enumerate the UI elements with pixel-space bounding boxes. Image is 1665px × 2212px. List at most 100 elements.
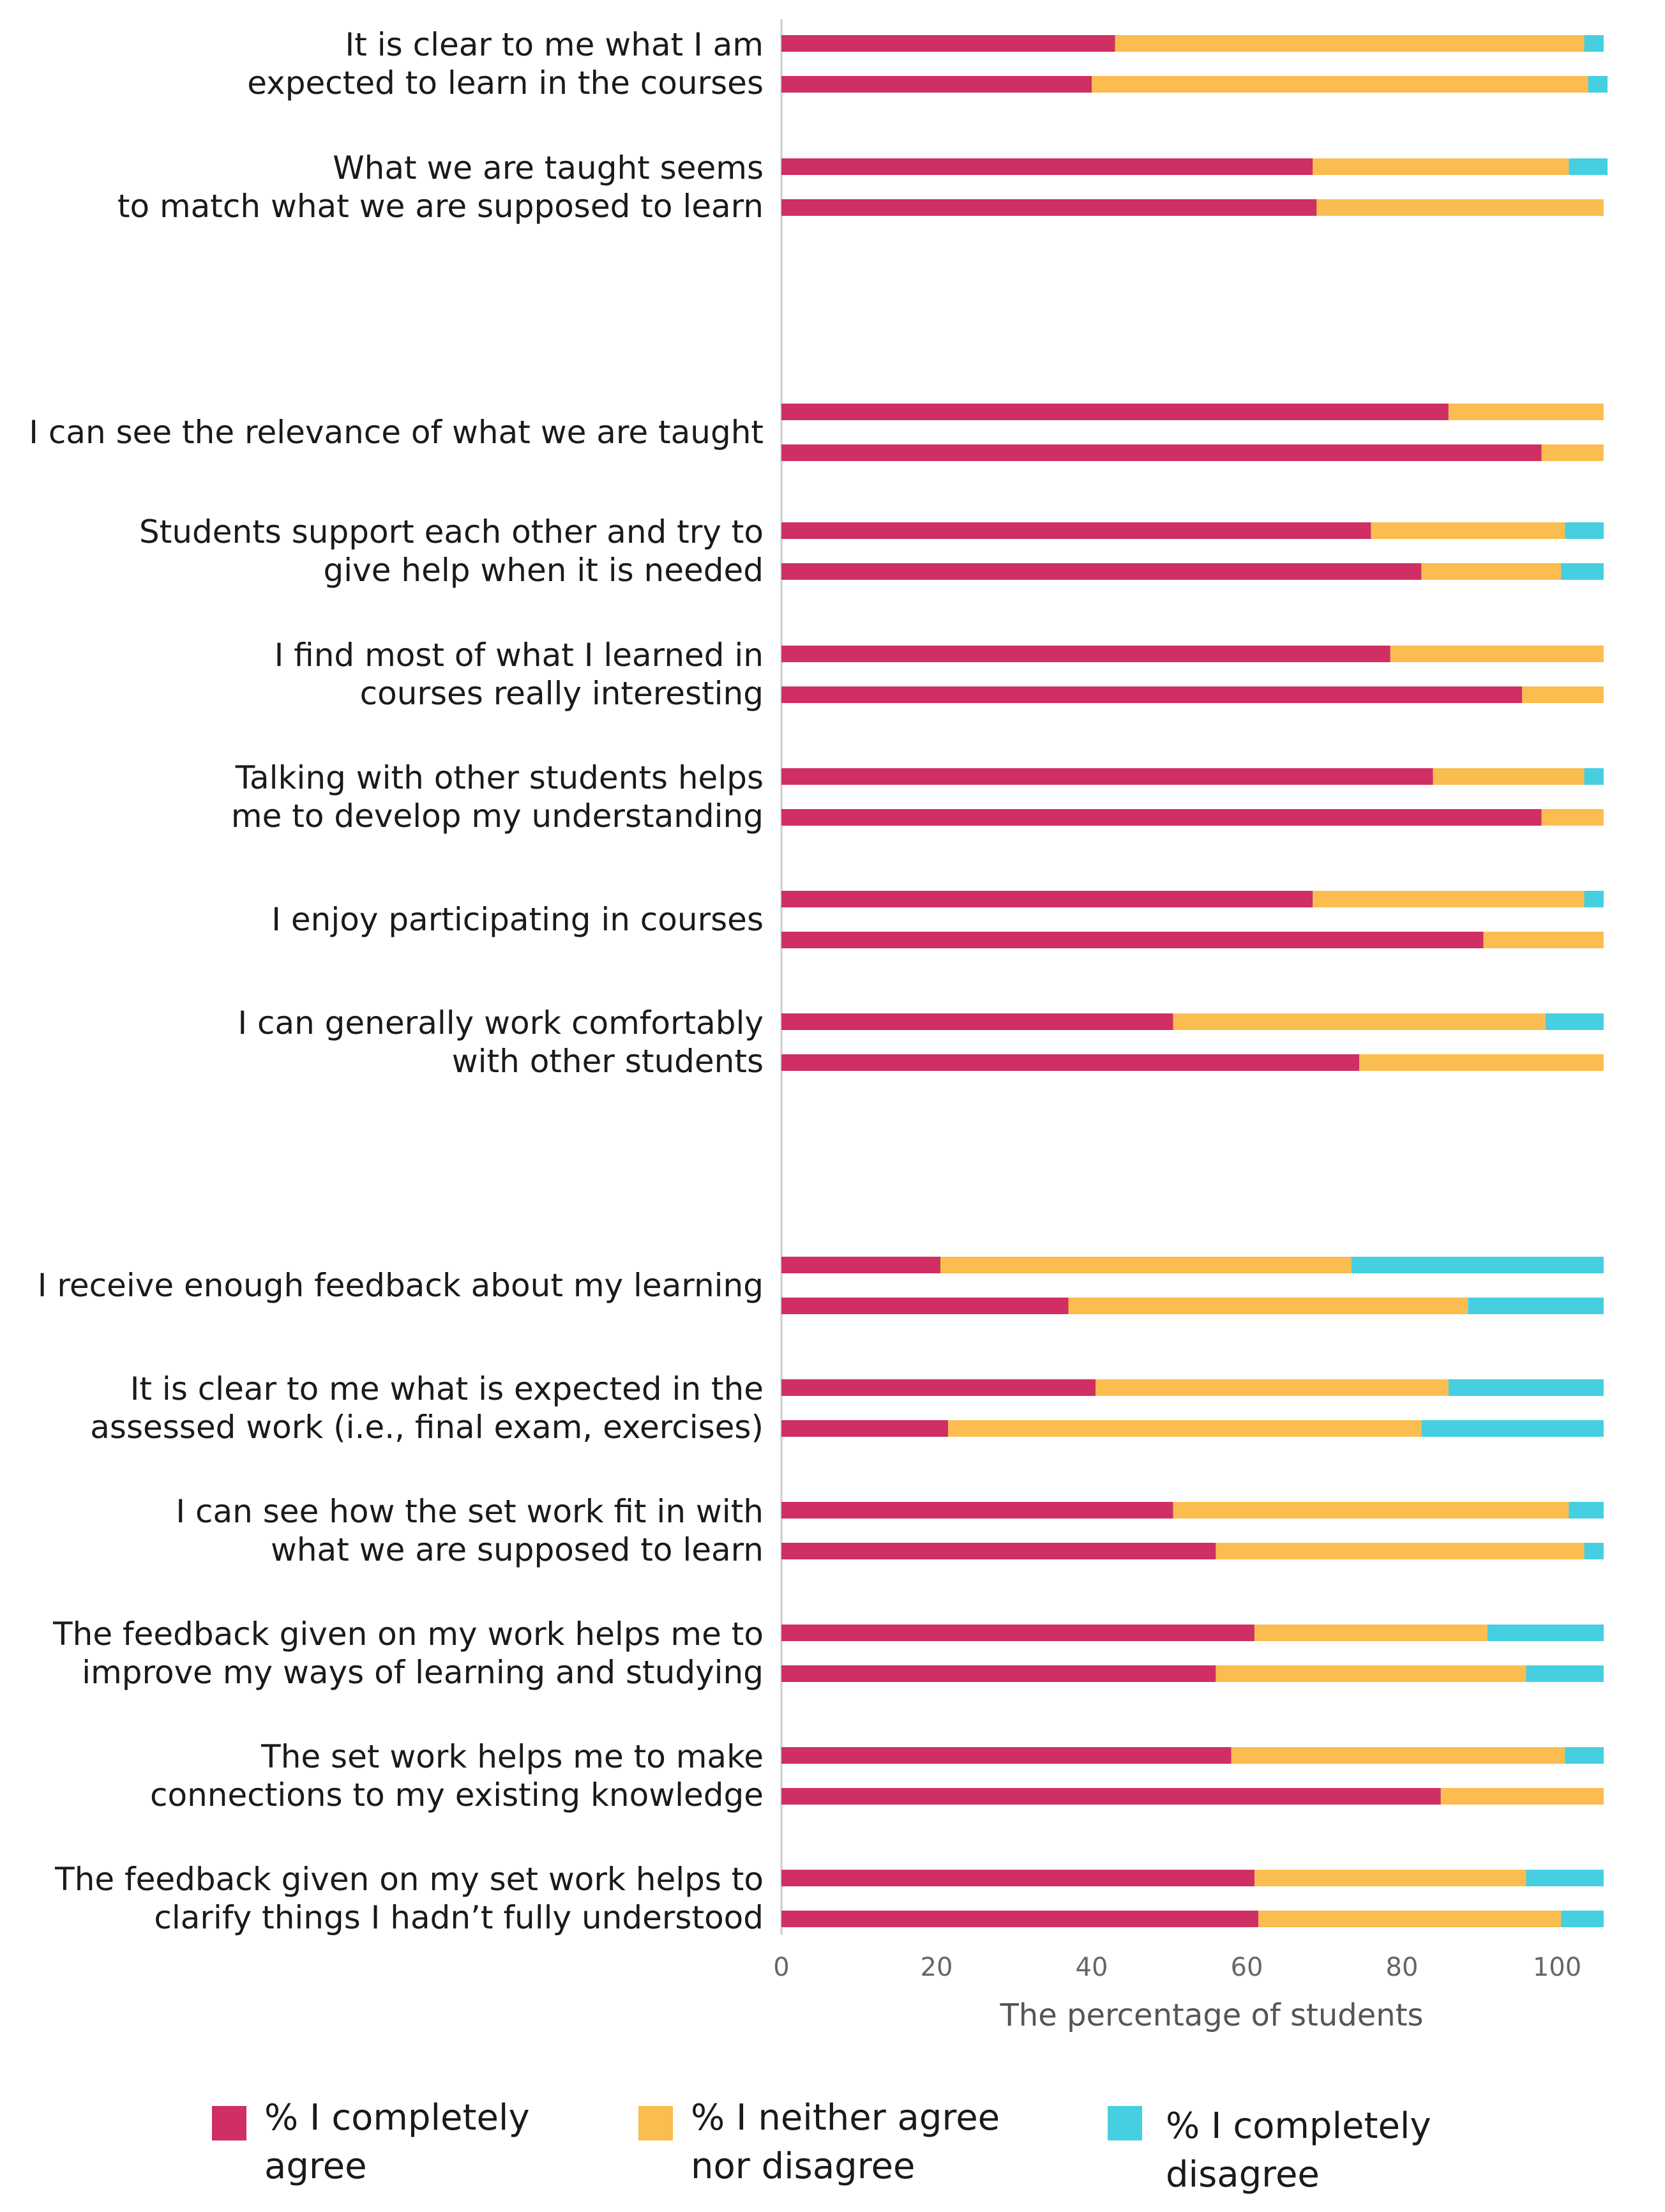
question-label: It is clear to me what I am (345, 26, 764, 63)
bar-segment-neutral (1173, 1502, 1569, 1519)
bar-segment-agree (781, 768, 1433, 785)
bar-segment-neutral (1115, 35, 1585, 52)
bar-segment-disagree (1352, 1257, 1604, 1273)
bar-segment-agree (781, 1747, 1232, 1764)
bar-segment-disagree (1545, 1013, 1604, 1030)
bar-segment-agree (781, 1625, 1255, 1641)
question-label: The feedback given on my set work helps … (54, 1861, 764, 1898)
legend-swatch (1108, 2106, 1142, 2140)
question-label: what we are supposed to learn (271, 1531, 764, 1568)
bar-segment-agree (781, 932, 1484, 948)
bar-segment-neutral (1096, 1379, 1449, 1396)
bar-segment-neutral (1092, 76, 1588, 93)
bar-segment-agree (781, 1911, 1259, 1927)
question-label: The feedback given on my work helps me t… (52, 1616, 764, 1653)
x-tick-label: 100 (1533, 1953, 1581, 1982)
bar-segment-disagree (1526, 1870, 1604, 1886)
bar-segment-neutral (1421, 563, 1562, 580)
bar-segment-disagree (1468, 1298, 1604, 1314)
question-label: Talking with other students helps (235, 759, 764, 796)
bar-segment-disagree (1421, 1420, 1604, 1437)
bar-segment-agree (781, 76, 1092, 93)
bar-segment-agree (781, 891, 1313, 907)
bar-segment-disagree (1565, 522, 1604, 539)
legend-swatch (638, 2106, 673, 2140)
question-label: with other students (452, 1043, 764, 1080)
bar-segment-neutral (1313, 158, 1569, 175)
bar-segment-neutral (1216, 1543, 1585, 1559)
bar-segment-neutral (1541, 809, 1604, 826)
question-label: expected to learn in the courses (247, 64, 764, 102)
legend-label: agree (264, 2146, 367, 2187)
question-label: improve my ways of learning and studying (82, 1654, 764, 1691)
bar-segment-disagree (1584, 768, 1604, 785)
question-label: Students support each other and try to (139, 513, 764, 550)
question-label: What we are taught seems (333, 149, 764, 186)
bar-segment-neutral (1541, 444, 1604, 461)
x-tick-label: 60 (1231, 1953, 1263, 1982)
bar-segment-agree (781, 1420, 949, 1437)
bar-segment-disagree (1526, 1665, 1604, 1682)
legend-label: % I completely (264, 2097, 530, 2139)
bar-segment-disagree (1487, 1625, 1604, 1641)
question-label: courses really interesting (360, 675, 764, 712)
bar-segment-agree (781, 563, 1422, 580)
legend-label: % I completely (1166, 2105, 1431, 2147)
question-label: I receive enough feedback about my learn… (38, 1267, 764, 1304)
bar-segment-agree (781, 1788, 1441, 1805)
bar-segment-agree (781, 444, 1542, 461)
bar-segment-neutral (1068, 1298, 1468, 1314)
bar-segment-neutral (948, 1420, 1422, 1437)
bar-segment-disagree (1588, 76, 1608, 93)
bar-segment-agree (781, 1502, 1173, 1519)
bar-segment-agree (781, 1257, 941, 1273)
bar-segment-agree (781, 1298, 1069, 1314)
question-label: I can generally work comfortably (237, 1004, 764, 1042)
question-label: to match what we are supposed to learn (117, 188, 764, 225)
bar-segment-disagree (1569, 158, 1608, 175)
bar-segment-neutral (1231, 1747, 1565, 1764)
bar-segment-agree (781, 35, 1115, 52)
question-label: me to develop my understanding (231, 798, 764, 835)
bar-segment-disagree (1561, 563, 1604, 580)
bar-segment-agree (781, 1543, 1216, 1559)
bar-segment-neutral (1258, 1911, 1562, 1927)
question-label: connections to my existing knowledge (150, 1776, 764, 1814)
x-tick-label: 20 (921, 1953, 953, 1982)
bar-segment-neutral (1254, 1870, 1526, 1886)
bar-segment-neutral (1316, 199, 1604, 216)
question-label: The set work helps me to make (260, 1738, 764, 1775)
legend-label: disagree (1166, 2154, 1320, 2195)
bar-segment-agree (781, 1870, 1255, 1886)
x-tick-label: 80 (1386, 1953, 1419, 1982)
bar-segment-agree (781, 1054, 1360, 1071)
bar-segment-disagree (1448, 1379, 1604, 1396)
legend-label: % I neither agree (691, 2097, 1000, 2139)
bar-segment-disagree (1565, 1747, 1604, 1764)
bar-segment-agree (781, 1665, 1216, 1682)
question-label: give help when it is needed (324, 552, 764, 589)
x-tick-label: 40 (1076, 1953, 1108, 1982)
bar-segment-agree (781, 1379, 1096, 1396)
legend-swatch (212, 2106, 246, 2140)
bar-segment-agree (781, 158, 1313, 175)
bar-segment-neutral (1173, 1013, 1546, 1030)
bar-segment-disagree (1584, 35, 1604, 52)
bar-segment-agree (781, 686, 1523, 703)
question-label: I can see the relevance of what we are t… (29, 414, 764, 451)
bar-segment-neutral (1216, 1665, 1526, 1682)
bar-segment-disagree (1584, 891, 1604, 907)
bar-segment-neutral (1313, 891, 1585, 907)
bar-segment-agree (781, 404, 1449, 420)
x-tick-label: 0 (773, 1953, 789, 1982)
bar-segment-agree (781, 1013, 1173, 1030)
question-label: I find most of what I learned in (275, 637, 764, 674)
bar-segment-neutral (1359, 1054, 1604, 1071)
question-label: I enjoy participating in courses (271, 901, 764, 938)
question-label: I can see how the set work fit in with (176, 1493, 764, 1530)
bar-segment-neutral (1440, 1788, 1604, 1805)
bar-segment-agree (781, 646, 1390, 662)
bar-segment-neutral (1371, 522, 1565, 539)
bar-segment-neutral (1254, 1625, 1488, 1641)
bar-segment-disagree (1569, 1502, 1604, 1519)
